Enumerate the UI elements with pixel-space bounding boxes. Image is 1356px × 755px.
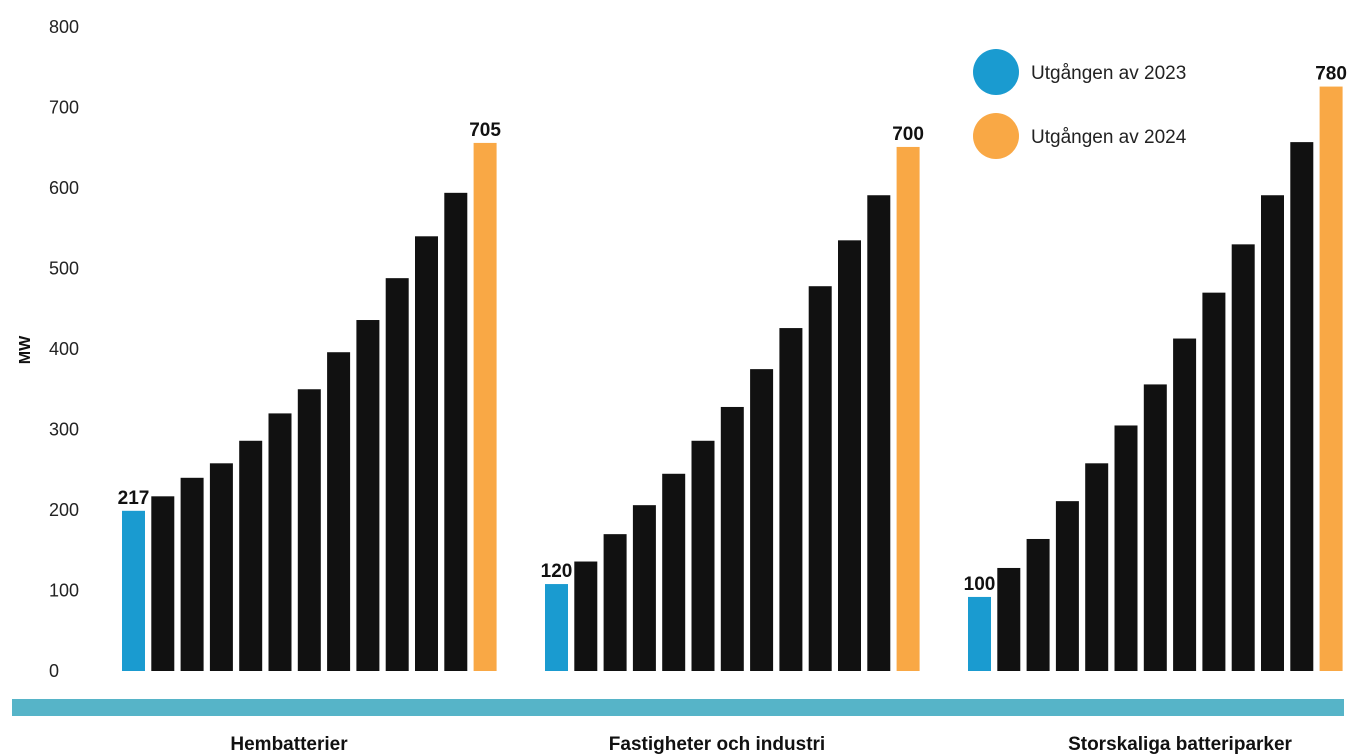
bar bbox=[750, 369, 774, 671]
bar bbox=[691, 440, 715, 671]
bar bbox=[415, 236, 438, 672]
bar bbox=[327, 352, 351, 671]
bar-2024 bbox=[896, 146, 920, 671]
legend-swatch bbox=[973, 113, 1019, 159]
baseline-band bbox=[12, 699, 1344, 716]
bar bbox=[662, 473, 686, 671]
bar bbox=[603, 534, 627, 671]
bar bbox=[1085, 463, 1109, 671]
bar bbox=[151, 496, 175, 671]
bar bbox=[808, 286, 832, 671]
bar bbox=[1143, 384, 1167, 671]
data-label-start: 100 bbox=[964, 574, 996, 595]
y-axis: 0 100 200 300 400 500 600 700 800 bbox=[49, 17, 79, 681]
bar bbox=[385, 278, 409, 671]
group-label: Storskaliga batteriparker bbox=[1068, 734, 1292, 755]
bar bbox=[444, 192, 468, 671]
y-tick-label: 0 bbox=[49, 661, 59, 681]
y-tick-label: 400 bbox=[49, 339, 79, 359]
bar bbox=[779, 328, 803, 671]
bar bbox=[1290, 142, 1314, 672]
bar-2023 bbox=[968, 596, 991, 671]
legend: Utgången av 2023 Utgången av 2024 bbox=[973, 49, 1187, 159]
y-tick-label: 600 bbox=[49, 178, 79, 198]
bar bbox=[1202, 292, 1226, 671]
y-tick-label: 200 bbox=[49, 500, 79, 520]
bar bbox=[180, 477, 204, 671]
data-label-end: 780 bbox=[1315, 64, 1347, 85]
bars: 217 705 120 700 100 780 bbox=[118, 64, 1347, 672]
bar-group: 120 700 bbox=[541, 124, 924, 671]
bar bbox=[997, 567, 1021, 671]
bar bbox=[1173, 338, 1197, 671]
legend-swatch bbox=[973, 49, 1019, 95]
y-tick-label: 800 bbox=[49, 17, 79, 37]
data-label-end: 705 bbox=[469, 120, 501, 141]
bar-group: 217 705 bbox=[118, 120, 501, 672]
legend-label: Utgången av 2023 bbox=[1031, 63, 1186, 84]
bar bbox=[867, 195, 891, 671]
bar-2024 bbox=[1319, 86, 1343, 671]
bar-group: 100 780 bbox=[964, 64, 1347, 672]
bar bbox=[356, 320, 380, 671]
bar bbox=[268, 413, 292, 671]
group-label: Hembatterier bbox=[230, 734, 348, 755]
bar bbox=[297, 389, 321, 671]
bar bbox=[1261, 195, 1284, 671]
legend-label: Utgången av 2024 bbox=[1031, 127, 1187, 148]
bar-2023 bbox=[122, 510, 145, 671]
bar bbox=[838, 240, 861, 671]
data-label-start: 120 bbox=[541, 561, 573, 582]
bar-2024 bbox=[473, 142, 497, 672]
bar bbox=[1055, 501, 1079, 671]
bar bbox=[720, 406, 744, 671]
data-label-end: 700 bbox=[892, 124, 924, 145]
bar bbox=[574, 561, 598, 671]
bar bbox=[1026, 538, 1050, 671]
y-tick-label: 700 bbox=[49, 98, 79, 118]
bar bbox=[209, 463, 233, 671]
bar bbox=[632, 505, 656, 671]
y-tick-label: 300 bbox=[49, 420, 79, 440]
group-label: Fastigheter och industri bbox=[609, 734, 825, 755]
bar bbox=[239, 440, 263, 671]
bar bbox=[1231, 244, 1255, 671]
data-label-start: 217 bbox=[118, 488, 150, 509]
y-tick-label: 500 bbox=[49, 259, 79, 279]
bar-2023 bbox=[545, 584, 568, 671]
y-axis-label: MW bbox=[17, 335, 34, 364]
group-labels: Hembatterier Fastigheter och industri Stor… bbox=[230, 734, 1292, 755]
bar bbox=[1114, 425, 1138, 671]
y-tick-label: 100 bbox=[49, 581, 79, 601]
